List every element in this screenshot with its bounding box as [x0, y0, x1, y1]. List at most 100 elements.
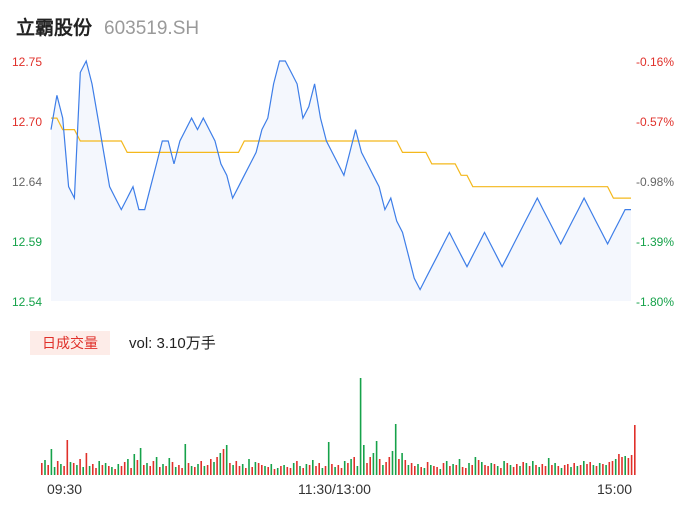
volume-bar	[477, 460, 480, 475]
volume-bar	[541, 464, 544, 475]
volume-bar	[203, 466, 206, 475]
volume-bar	[340, 468, 343, 475]
volume-bar	[114, 469, 116, 475]
volume-bar	[544, 466, 547, 475]
volume-bar	[525, 463, 528, 475]
volume-bar	[496, 466, 499, 475]
volume-bar	[359, 378, 362, 475]
volume-bar	[197, 464, 199, 475]
volume-bar	[414, 466, 416, 475]
volume-bar	[382, 465, 384, 475]
volume-bar	[461, 467, 464, 475]
volume-bar	[168, 458, 171, 475]
volume-bar	[66, 440, 69, 475]
volume-bar	[139, 448, 142, 475]
volume-bar	[143, 465, 145, 475]
volume-bar	[375, 441, 378, 475]
volume-bar	[528, 466, 531, 475]
volume-bar	[289, 468, 292, 475]
volume-bar	[159, 467, 161, 475]
volume-bar	[308, 465, 311, 475]
volume-bar	[532, 461, 534, 475]
volume-bar	[56, 461, 59, 475]
volume-bar	[327, 442, 330, 475]
volume-bar	[98, 461, 100, 475]
volume-bar	[468, 463, 470, 475]
volume-bar	[398, 459, 400, 475]
volume-bar	[576, 466, 579, 475]
volume-bar	[363, 445, 365, 475]
volume-bar	[420, 467, 422, 475]
volume-bar	[63, 466, 65, 475]
volume-bar	[296, 461, 298, 475]
volume-bar	[133, 454, 136, 475]
volume-bar	[426, 462, 429, 475]
volume-bar	[369, 457, 371, 475]
y-tick-right-1: -0.16%	[635, 55, 674, 69]
volume-bar	[471, 465, 473, 475]
volume-bar	[522, 462, 524, 475]
volume-bar	[312, 460, 314, 475]
volume-bar	[605, 465, 607, 475]
volume-bar	[445, 461, 448, 475]
volume-bar	[433, 466, 435, 475]
volume-bar	[391, 451, 394, 475]
volume-bar	[343, 461, 346, 475]
volume-bar	[267, 467, 269, 475]
volume-bar	[264, 466, 266, 475]
volume-bar	[76, 465, 78, 475]
volume-bar	[318, 463, 320, 475]
volume-bar	[283, 465, 285, 475]
volume-bar	[95, 468, 97, 475]
volume-bar	[598, 463, 601, 475]
volume-bar	[273, 469, 276, 475]
volume-bar	[417, 464, 419, 475]
volume-bar	[117, 464, 120, 475]
volume-bar	[614, 459, 617, 475]
volume-bar	[410, 463, 413, 475]
volume-bar	[92, 464, 94, 475]
volume-bar	[506, 463, 509, 475]
volume-bar	[206, 465, 209, 475]
volume-bar	[337, 465, 340, 475]
volume-bar	[149, 466, 151, 475]
volume-bar	[378, 459, 381, 475]
volume-bar	[567, 464, 569, 475]
volume-bar	[171, 462, 174, 475]
volume-bar	[104, 463, 107, 475]
volume-bar	[270, 464, 273, 475]
volume-bar	[627, 458, 630, 475]
volume-bar	[187, 463, 190, 475]
volume-bar	[385, 462, 387, 475]
volume-bar	[554, 463, 556, 475]
price-area	[51, 61, 631, 301]
stock-name: 立霸股份	[16, 18, 93, 39]
volume-bar	[586, 464, 588, 475]
volume-bar	[535, 465, 537, 475]
volume-bar	[350, 459, 352, 475]
volume-bar	[455, 465, 458, 475]
volume-bar	[551, 465, 553, 475]
volume-bar	[72, 463, 75, 475]
volume-bar	[108, 466, 110, 475]
y-tick-right-2: -0.57%	[635, 115, 674, 129]
volume-bar	[334, 467, 336, 475]
y-tick-right-3: -0.98%	[635, 175, 674, 189]
volume-bar	[299, 466, 301, 475]
volume-bar	[557, 466, 560, 475]
volume-bar	[178, 465, 180, 475]
volume-bar	[436, 467, 438, 475]
volume-bar	[353, 457, 355, 475]
volume-bar	[261, 465, 263, 475]
volume-bar	[519, 466, 521, 475]
volume-bar	[152, 461, 155, 475]
y-tick-right-5: -1.80%	[635, 295, 674, 309]
volume-bar	[516, 464, 518, 475]
volume-bar	[404, 460, 407, 475]
volume-bar	[493, 464, 496, 475]
volume-bar	[120, 466, 123, 475]
volume-bar	[449, 466, 451, 475]
volume-bar	[241, 464, 244, 475]
volume-bar	[481, 462, 483, 475]
